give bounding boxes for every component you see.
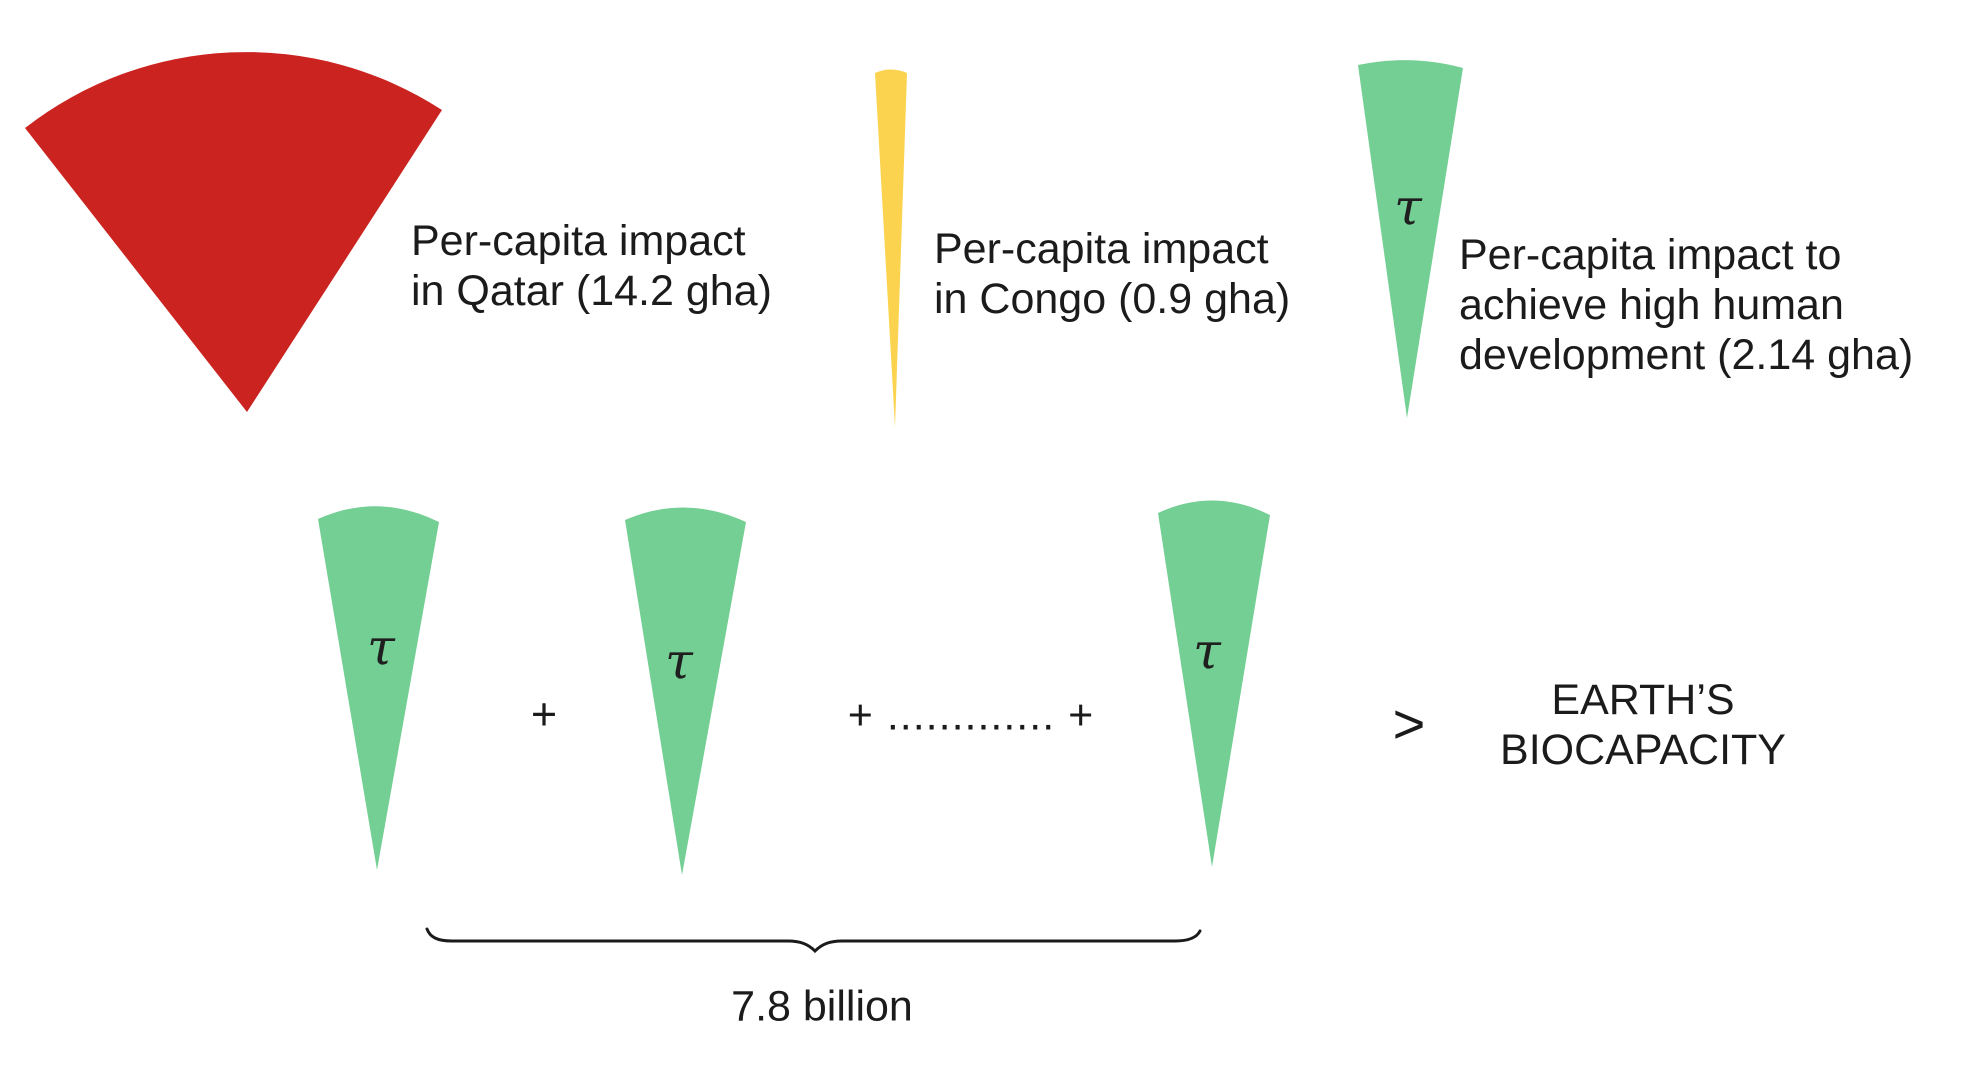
qatar-impact-label: Per-capita impact in Qatar (14.2 gha) xyxy=(411,217,772,315)
high-development-impact-label: Per-capita impact to achieve high human … xyxy=(1459,231,1914,379)
tau-symbol-wedge-2: τ xyxy=(665,632,693,690)
high-development-wedge xyxy=(1358,60,1463,418)
per-capita-wedge-2 xyxy=(625,507,746,875)
congo-impact-sliver xyxy=(875,69,907,427)
tau-symbol-high-development: τ xyxy=(1394,178,1422,236)
greater-than-operator: > xyxy=(1392,692,1426,755)
population-label: 7.8 billion xyxy=(731,982,913,1031)
tau-symbol-wedge-1: τ xyxy=(367,618,395,676)
plus-operator: + xyxy=(530,688,558,740)
congo-impact-label: Per-capita impact in Congo (0.9 gha) xyxy=(934,225,1291,323)
qatar-impact-wedge xyxy=(25,52,442,413)
tau-symbol-wedge-3: τ xyxy=(1193,622,1221,680)
earths-biocapacity-label: EARTH’S BIOCAPACITY xyxy=(1500,676,1786,774)
per-capita-wedge-1 xyxy=(318,506,439,870)
ellipsis-sum-operator: + ............. + xyxy=(847,691,1095,740)
per-capita-wedge-3 xyxy=(1158,500,1270,867)
population-brace xyxy=(425,927,1202,954)
